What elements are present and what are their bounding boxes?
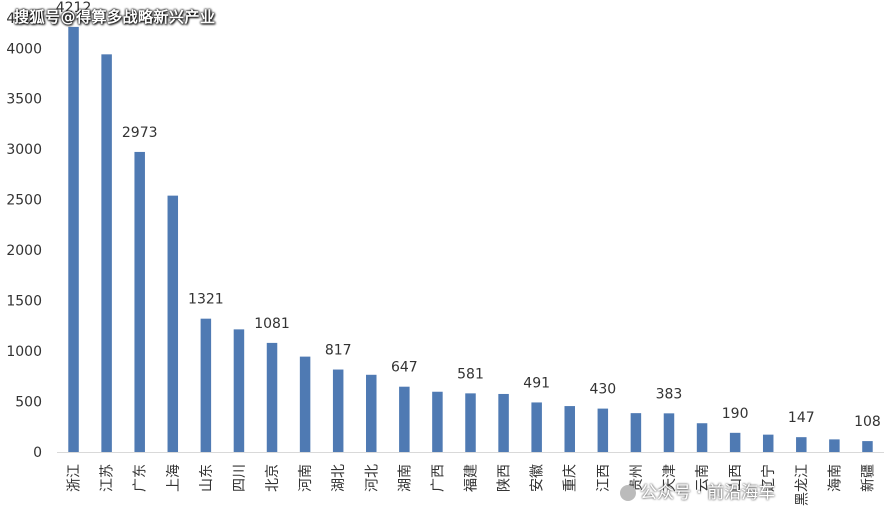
data-label: 108: [854, 414, 881, 430]
bar: [663, 413, 675, 452]
bar: [796, 437, 807, 452]
bar: [696, 423, 708, 452]
y-tick-label: 4000: [6, 41, 42, 57]
data-label: 1081: [254, 316, 290, 332]
x-tick-label: 辽宁: [760, 464, 777, 492]
bar: [597, 408, 609, 452]
wechat-icon: [620, 485, 636, 501]
x-tick-label: 安徽: [530, 464, 546, 492]
x-tick-label: 山东: [199, 464, 215, 492]
bar: [829, 439, 840, 452]
x-tick-label: 北京: [265, 464, 281, 492]
data-label: 4212: [56, 0, 92, 16]
x-tick-label: 上海: [166, 464, 182, 492]
data-label: 147: [788, 410, 815, 426]
y-tick-label: 4300: [6, 11, 42, 27]
y-tick-label: 2000: [6, 243, 42, 259]
bar: [630, 413, 642, 452]
data-label: 2973: [122, 125, 158, 141]
x-tick-label: 山西: [728, 464, 744, 492]
bar: [399, 386, 410, 452]
x-tick-label: 海南: [827, 464, 843, 492]
data-label: 190: [722, 406, 749, 422]
x-tick-label: 广东: [133, 464, 149, 492]
x-tick-label: 新疆: [860, 464, 876, 492]
data-label: 430: [589, 382, 616, 398]
x-tick-label: 河北: [364, 464, 380, 492]
bar: [134, 151, 145, 452]
bar: [465, 393, 476, 452]
x-tick-label: 重庆: [563, 464, 579, 492]
y-tick-label: 1000: [6, 344, 42, 360]
bar: [762, 434, 774, 452]
x-tick-label: 四川: [232, 464, 248, 492]
x-tick-label: 黑龙江: [794, 464, 810, 506]
x-tick-label: 江苏: [100, 464, 116, 492]
bar: [332, 369, 344, 452]
bar: [564, 406, 575, 452]
bar: [233, 329, 245, 452]
x-axis: 浙江 江苏 广东 上海 山东 四川 北京 河南 湖北 河北 湖南 广西 福建 陕西 安徽 重庆 江西 贵州 天津 云南…: [57, 452, 884, 506]
x-tick-label: 湖北: [331, 464, 347, 492]
bar: [366, 374, 377, 452]
x-tick-label: 江西: [596, 464, 612, 492]
bars: [68, 26, 873, 452]
x-tick-label: 天津: [662, 464, 678, 492]
bar: [862, 441, 873, 452]
x-tick-label: 贵州: [629, 464, 645, 492]
x-tick-label: 陕西: [497, 464, 513, 492]
bar: [531, 402, 542, 452]
x-tick-label: 湖南: [397, 464, 413, 492]
watermark-bottom-text: 公众号 · 前沿海车: [640, 483, 776, 503]
x-tick-label: 河南: [298, 464, 314, 492]
y-tick-label: 0: [33, 445, 42, 461]
data-label: 1321: [188, 292, 224, 308]
bar: [167, 195, 179, 452]
x-tick-label: 浙江: [67, 464, 83, 492]
bar: [101, 54, 112, 452]
bar: [432, 391, 443, 452]
y-axis: 0 500 1000 1500 2000 2500 3000 3500 4000 4300: [6, 11, 42, 461]
data-label: 491: [523, 375, 550, 391]
bar: [200, 318, 212, 452]
data-label: 383: [656, 386, 683, 402]
x-tick-label: 云南: [695, 464, 711, 492]
y-tick-label: 500: [15, 395, 42, 411]
bar: [68, 26, 79, 452]
y-tick-label: 1500: [6, 294, 42, 310]
data-label: 817: [325, 343, 352, 359]
y-tick-label: 2500: [6, 193, 42, 209]
bar: [498, 393, 509, 452]
data-labels: 4212 2973 1321 1081 817 647 581 491 430 383 190 147…: [56, 0, 881, 430]
watermark-top: 搜狐号@得算多战略新兴产业: [14, 8, 216, 26]
bar: [729, 432, 741, 452]
bar: [266, 342, 278, 452]
y-tick-label: 3500: [6, 92, 42, 108]
bar: [299, 356, 311, 452]
x-tick-label: 福建: [464, 464, 480, 492]
data-label: 647: [391, 360, 418, 376]
data-label: 581: [457, 366, 484, 382]
x-tick-label: 广西: [430, 464, 446, 492]
y-tick-label: 3000: [6, 142, 42, 158]
watermark-bottom: 公众号 · 前沿海车: [620, 478, 775, 503]
